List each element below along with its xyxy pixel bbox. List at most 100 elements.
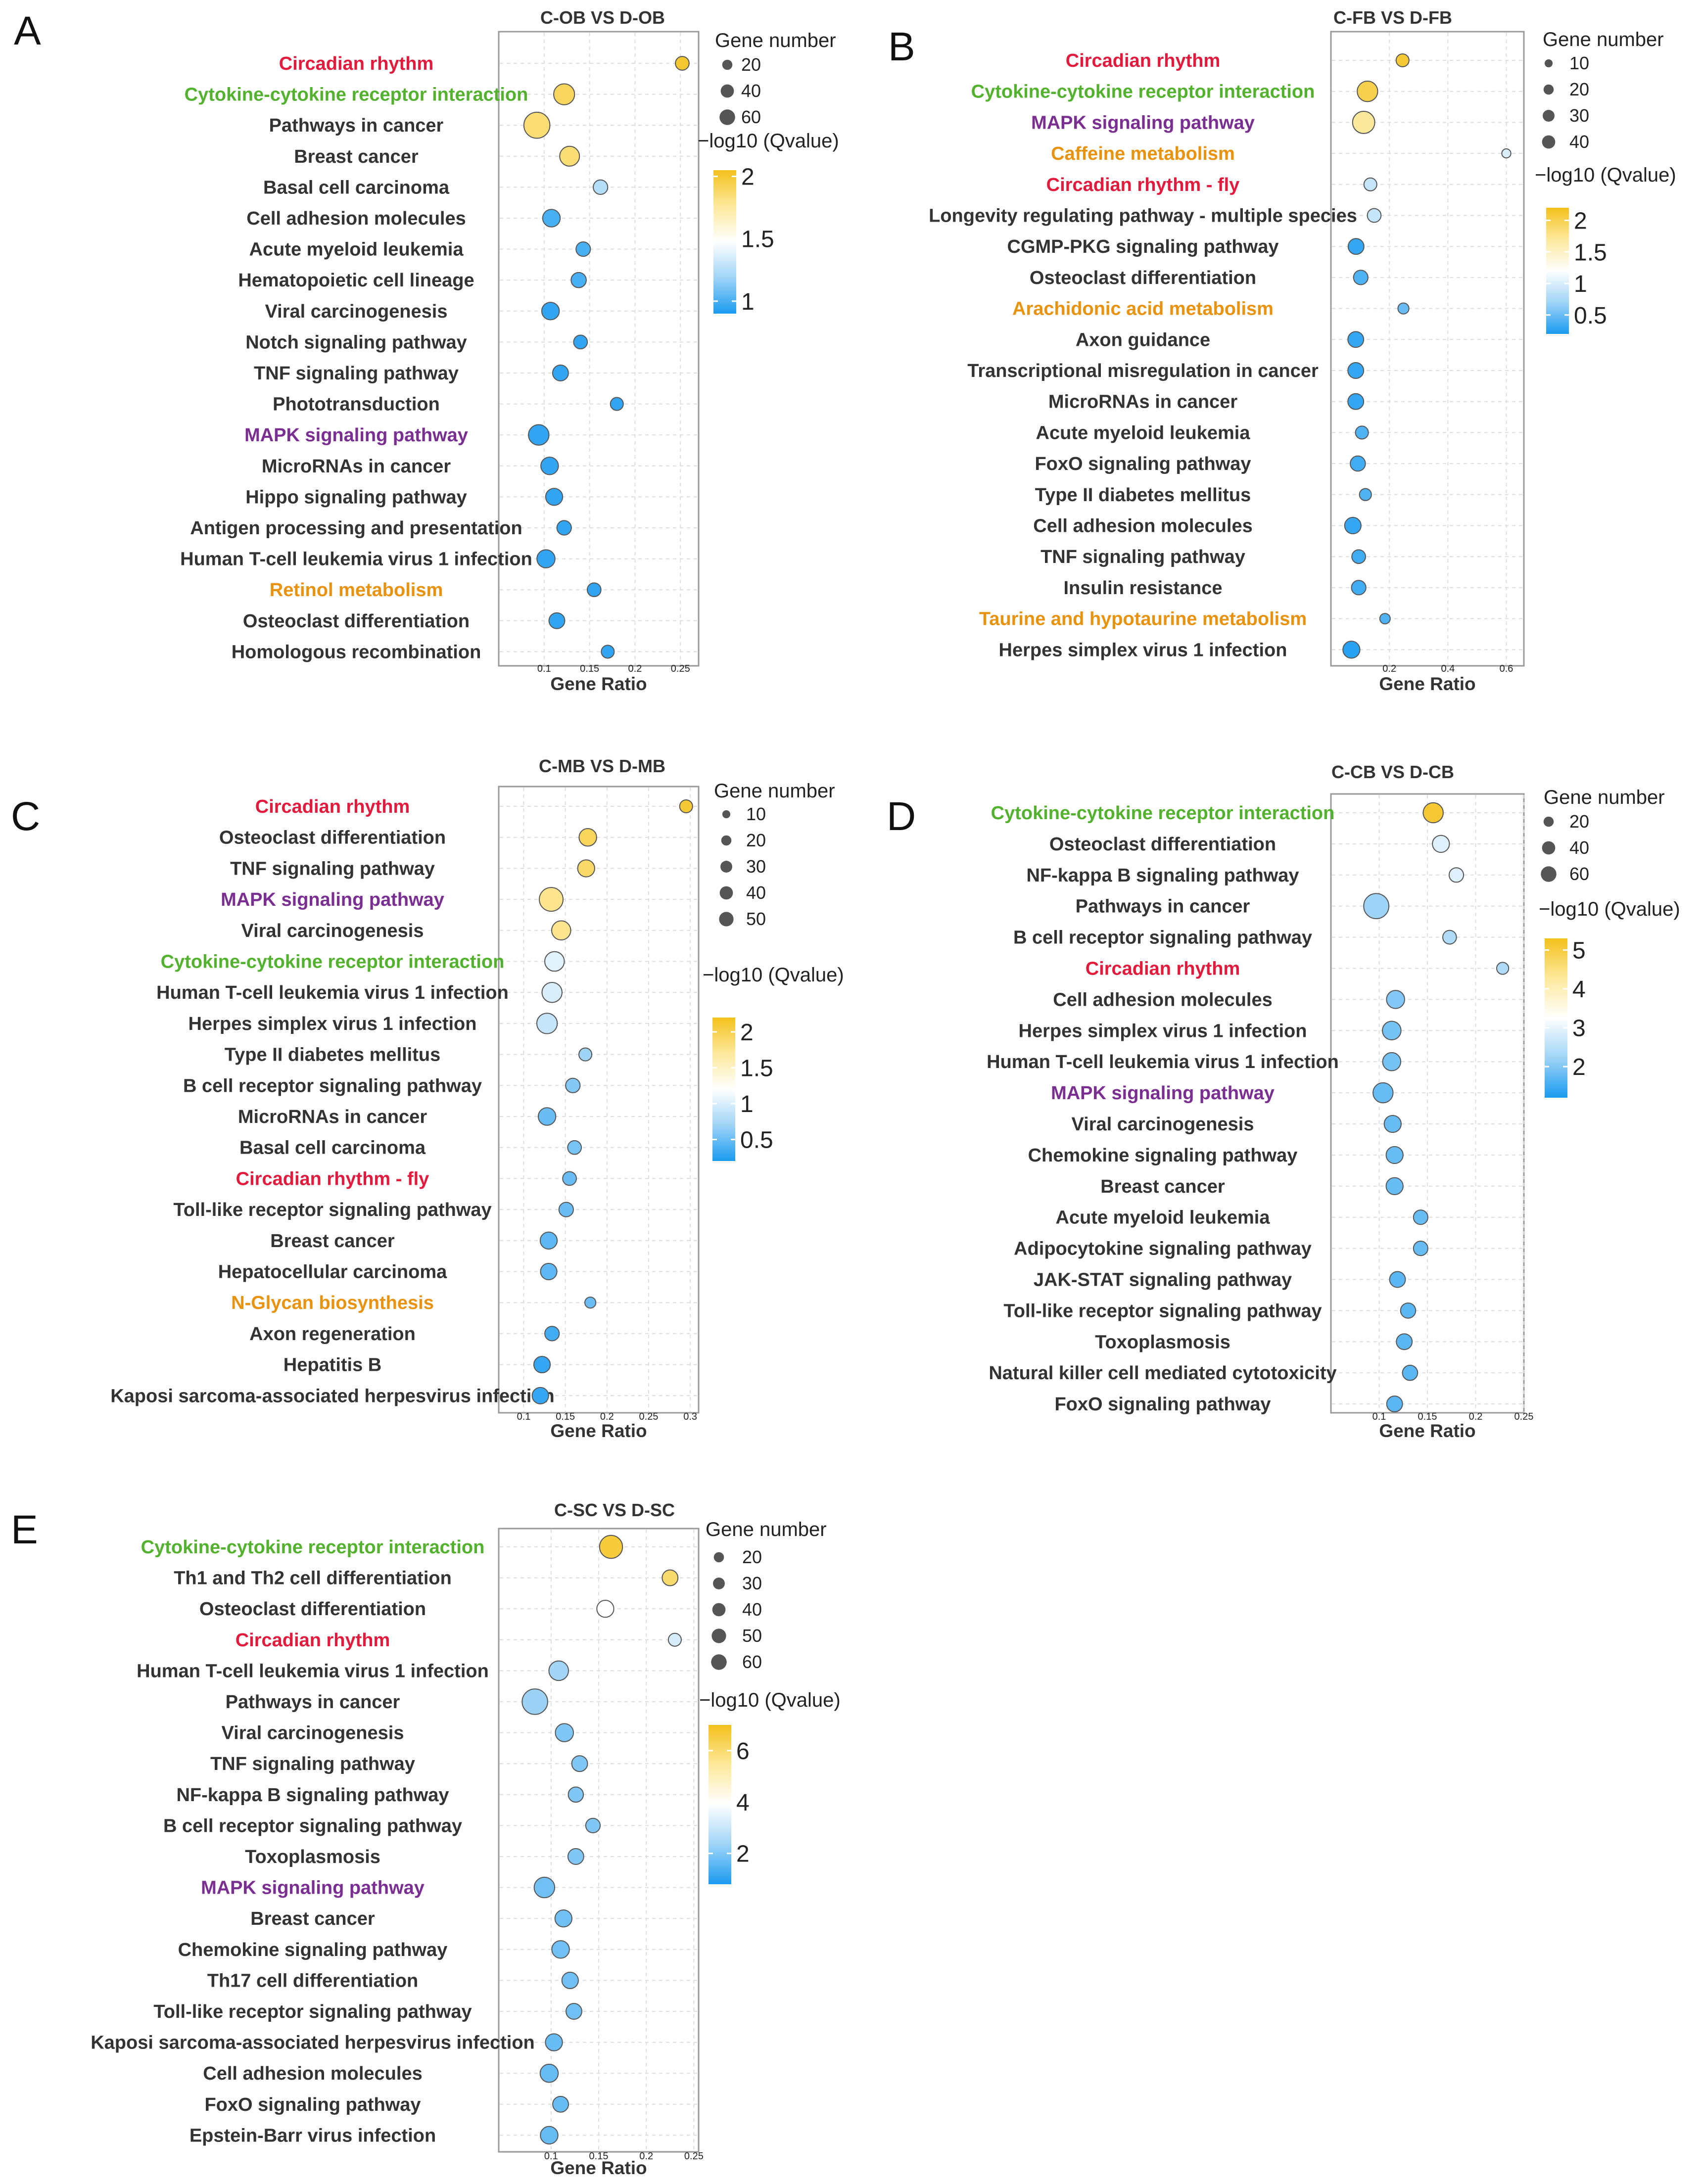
data-point[interactable] [1344,516,1362,535]
data-point[interactable] [601,645,615,659]
data-point[interactable] [1347,393,1365,410]
data-point[interactable] [667,1632,682,1647]
data-point[interactable] [584,1297,597,1309]
data-point[interactable] [1385,1177,1404,1195]
data-point[interactable] [1448,867,1465,883]
data-point[interactable] [575,241,591,257]
data-point[interactable] [1350,455,1366,472]
data-point[interactable] [1395,53,1410,68]
data-point[interactable] [533,1876,556,1899]
data-point[interactable] [1352,110,1375,134]
data-point[interactable] [593,179,609,195]
data-point[interactable] [1351,580,1367,596]
data-point[interactable] [548,612,566,629]
data-point[interactable] [537,1107,557,1126]
data-point[interactable] [556,520,572,536]
data-point[interactable] [1385,1146,1404,1164]
data-point[interactable] [1501,148,1512,159]
data-point[interactable] [567,1140,582,1155]
data-point[interactable] [555,1723,574,1742]
data-point[interactable] [565,1077,581,1093]
data-point[interactable] [679,799,693,814]
data-point[interactable] [577,859,595,878]
data-point[interactable] [544,951,565,972]
data-point[interactable] [528,424,550,446]
data-point[interactable] [573,334,588,350]
data-point[interactable] [539,2063,559,2083]
data-point[interactable] [1363,893,1390,920]
data-point[interactable] [566,2003,582,2020]
data-point[interactable] [1347,362,1365,379]
data-point[interactable] [1367,208,1382,223]
data-point[interactable] [539,887,564,912]
data-point[interactable] [540,2126,559,2145]
data-point[interactable] [559,145,580,167]
data-point[interactable] [1353,270,1369,285]
data-point[interactable] [1379,613,1391,625]
data-point[interactable] [561,1971,579,1989]
data-point[interactable] [541,302,560,321]
data-point[interactable] [1422,802,1444,824]
data-point[interactable] [1351,549,1366,564]
data-point[interactable] [548,1660,569,1681]
data-point[interactable] [571,1755,588,1772]
data-point[interactable] [545,2033,563,2051]
data-point[interactable] [523,111,551,139]
data-point[interactable] [675,56,690,71]
data-point[interactable] [1400,1302,1417,1319]
data-point[interactable] [544,1326,560,1342]
data-point[interactable] [586,582,602,598]
data-point[interactable] [531,1387,549,1404]
data-point[interactable] [1347,331,1365,348]
data-point[interactable] [1372,1082,1394,1104]
data-point[interactable] [536,549,556,568]
data-point[interactable] [1359,488,1372,501]
data-point[interactable] [533,1356,551,1374]
data-point[interactable] [1402,1364,1418,1381]
data-point[interactable] [553,83,575,105]
data-point[interactable] [539,1231,558,1250]
data-point[interactable] [541,981,563,1003]
data-point[interactable] [567,1786,584,1803]
data-point[interactable] [1382,1052,1402,1071]
data-point[interactable] [1386,990,1405,1009]
data-point[interactable] [1383,1115,1402,1133]
data-point[interactable] [542,209,561,228]
data-point[interactable] [1382,1021,1402,1041]
data-point[interactable] [551,920,571,941]
data-point[interactable] [599,1534,623,1559]
data-point[interactable] [570,272,587,288]
data-point[interactable] [610,397,624,411]
data-point[interactable] [578,828,597,847]
data-point[interactable] [545,488,564,506]
data-point[interactable] [1347,238,1365,255]
data-point[interactable] [1432,835,1450,853]
data-point[interactable] [1496,962,1510,975]
data-point[interactable] [596,1600,615,1618]
data-point[interactable] [1442,929,1457,945]
data-point[interactable] [551,1940,570,1959]
data-point[interactable] [1413,1209,1428,1225]
data-point[interactable] [552,2095,569,2113]
data-point[interactable] [585,1817,601,1834]
data-point[interactable] [567,1848,584,1865]
data-point[interactable] [1397,302,1410,315]
data-point[interactable] [540,457,559,475]
data-point[interactable] [562,1171,577,1186]
data-point[interactable] [1363,177,1377,191]
data-point[interactable] [540,1262,558,1281]
data-point[interactable] [554,1909,572,1928]
data-point[interactable] [1389,1271,1406,1288]
data-point[interactable] [1396,1333,1413,1350]
data-point[interactable] [578,1047,593,1062]
data-point[interactable] [558,1202,574,1217]
data-point[interactable] [1386,1395,1403,1413]
data-point[interactable] [662,1569,679,1586]
data-point[interactable] [1355,425,1369,440]
data-point[interactable] [521,1688,548,1715]
data-point[interactable] [1342,641,1361,659]
data-point[interactable] [1357,81,1378,102]
data-point[interactable] [552,365,569,381]
data-point[interactable] [536,1013,558,1034]
data-point[interactable] [1413,1240,1428,1256]
